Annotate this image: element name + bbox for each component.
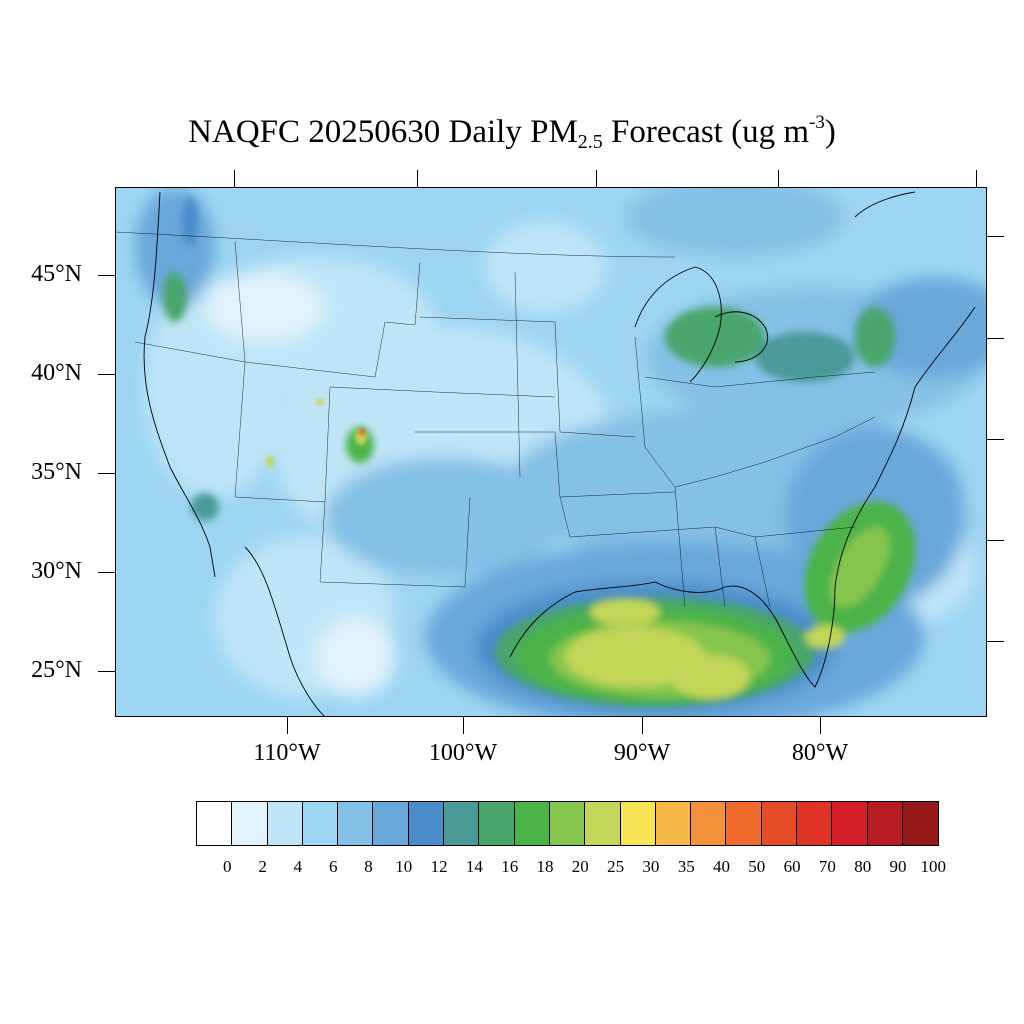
color-scale-label: 50 — [748, 857, 766, 876]
color-scale-label: 0 — [223, 857, 232, 876]
color-swatch — [585, 802, 621, 845]
color-swatch — [761, 802, 798, 845]
color-scale-label: 14 — [465, 857, 483, 876]
color-scale-label: 20 — [571, 857, 589, 876]
color-scale-label: 18 — [536, 857, 554, 876]
longitude-label: 100°W — [428, 740, 498, 766]
color-scale-label: 90 — [889, 857, 907, 876]
color-scale-label: 70 — [818, 857, 836, 876]
left-tick — [98, 275, 115, 277]
color-swatch — [726, 802, 762, 845]
latitude-label: 30°N — [31, 558, 82, 584]
right-tick — [987, 236, 1004, 238]
longitude-label: 110°W — [253, 740, 321, 766]
color-swatch — [479, 802, 515, 845]
right-tick — [987, 338, 1004, 340]
color-scale-label: 10 — [395, 857, 413, 876]
color-scale-label: 35 — [677, 857, 695, 876]
bottom-tick — [642, 717, 644, 734]
longitude-label: 80°W — [791, 740, 849, 766]
pm25-forecast-map — [115, 187, 987, 717]
color-scale-label: 80 — [854, 857, 872, 876]
color-scale-label: 100 — [920, 857, 947, 876]
color-scale-label: 4 — [293, 857, 303, 876]
latitude-label: 35°N — [31, 459, 82, 485]
map-title: NAQFC 20250630 Daily PM2.5 Forecast (ug … — [188, 112, 836, 153]
latitude-label: 40°N — [31, 360, 82, 386]
bottom-tick — [463, 717, 465, 734]
color-swatch — [797, 802, 833, 845]
top-tick — [778, 170, 780, 187]
right-tick — [987, 540, 1004, 542]
left-tick — [98, 572, 115, 574]
color-swatch — [444, 802, 480, 845]
color-scale-label: 12 — [430, 857, 448, 876]
color-swatch — [197, 802, 233, 845]
color-swatch — [655, 802, 692, 845]
bottom-tick — [820, 717, 822, 734]
color-swatch — [338, 802, 374, 845]
top-tick — [417, 170, 419, 187]
left-tick — [98, 374, 115, 376]
color-swatch — [549, 802, 586, 845]
color-swatch — [867, 802, 903, 845]
color-swatch — [902, 802, 939, 845]
left-tick — [98, 671, 115, 673]
top-tick — [234, 170, 236, 187]
right-tick — [987, 641, 1004, 643]
color-scale-label: 8 — [364, 857, 373, 876]
color-scale-label: 40 — [713, 857, 730, 876]
color-swatch — [832, 802, 868, 845]
bottom-tick — [287, 717, 289, 734]
right-tick — [987, 439, 1004, 441]
color-scale-label: 60 — [783, 857, 801, 876]
color-swatch — [267, 802, 303, 845]
color-swatch — [514, 802, 550, 845]
color-swatch — [302, 802, 339, 845]
color-swatch — [373, 802, 409, 845]
color-scale-label: 25 — [607, 857, 625, 876]
left-tick — [98, 473, 115, 475]
color-scale-label: 2 — [258, 857, 267, 876]
color-swatch — [691, 802, 727, 845]
color-swatch — [232, 802, 268, 845]
color-scale-label: 6 — [328, 857, 338, 876]
color-scale-label: 16 — [501, 857, 519, 876]
latitude-label: 25°N — [31, 657, 82, 683]
color-scale-bar — [196, 801, 940, 846]
color-scale-label: 30 — [642, 857, 660, 876]
top-tick — [596, 170, 598, 187]
color-swatch — [620, 802, 656, 845]
longitude-label: 90°W — [613, 740, 671, 766]
color-swatch — [408, 802, 445, 845]
latitude-label: 45°N — [31, 261, 82, 287]
top-tick — [976, 170, 978, 187]
